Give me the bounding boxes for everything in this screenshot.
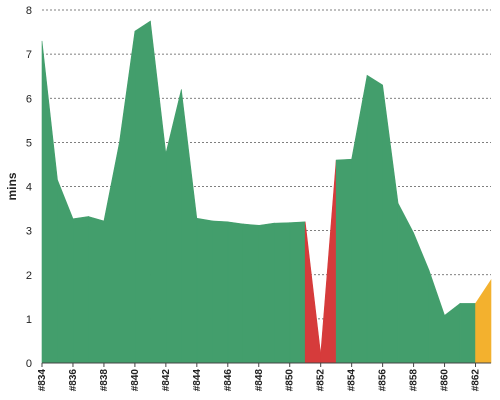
y-tick-label: 5	[26, 137, 32, 149]
area-segment-839[interactable]	[103, 142, 120, 364]
y-tick-label: 1	[26, 314, 32, 326]
y-tick-label: 0	[26, 358, 32, 370]
area-segment-849[interactable]	[258, 222, 275, 364]
area-segment-854[interactable]	[335, 158, 352, 364]
y-tick-label: 4	[26, 182, 32, 194]
area-segment-847[interactable]	[227, 221, 244, 364]
x-tick-label: #838	[99, 369, 110, 392]
area-segment-861[interactable]	[444, 302, 461, 364]
x-tick-label: #848	[254, 369, 265, 392]
x-tick-label: #842	[161, 369, 172, 392]
x-tick-label: #850	[285, 369, 296, 392]
x-tick-label: #860	[440, 369, 451, 392]
y-tick-label: 7	[26, 49, 32, 61]
area-segment-850[interactable]	[273, 222, 291, 364]
x-tick-label: #862	[471, 369, 482, 392]
area-segment-855[interactable]	[351, 75, 368, 364]
area-segment-840[interactable]	[119, 31, 136, 364]
area-segment-857[interactable]	[382, 84, 399, 364]
duration-area	[41, 20, 492, 364]
y-axis-title: mins	[5, 172, 19, 200]
area-segment-859[interactable]	[413, 232, 430, 364]
area-segment-856[interactable]	[366, 74, 383, 364]
area-segment-844[interactable]	[181, 89, 198, 364]
x-tick-label: #836	[68, 369, 79, 392]
x-tick-label: #856	[378, 369, 389, 392]
y-tick-label: 6	[26, 93, 32, 105]
x-tick-label: #846	[223, 369, 234, 392]
area-segment-846[interactable]	[212, 220, 229, 364]
y-tick-label: 8	[26, 5, 32, 17]
area-segment-843[interactable]	[165, 89, 182, 364]
area-segment-851[interactable]	[289, 221, 306, 364]
area-segment-838[interactable]	[88, 216, 105, 364]
y-tick-labels: 0 1 2 3 4 5 6 7 8	[26, 5, 32, 370]
area-segment-836[interactable]	[57, 179, 74, 364]
x-tick-label: #844	[192, 369, 203, 392]
area-segment-848[interactable]	[242, 223, 260, 364]
area-segment-853[interactable]	[320, 160, 337, 364]
x-tick-labels: #834 #836 #838 #840 #842 #844 #846 #848 #850 #852…	[37, 369, 482, 392]
area-segment-862[interactable]	[459, 303, 476, 364]
area-segment-841[interactable]	[134, 20, 151, 364]
x-tick-label: #834	[37, 369, 48, 392]
area-segment-837[interactable]	[72, 216, 89, 364]
axes	[41, 362, 491, 367]
area-segment-845[interactable]	[196, 217, 213, 364]
y-tick-label: 2	[26, 270, 32, 282]
area-segment-835[interactable]	[41, 40, 58, 364]
x-tick-label: #854	[347, 369, 358, 392]
area-segment-842[interactable]	[150, 20, 167, 364]
area-segment-858[interactable]	[397, 203, 414, 364]
x-tick-label: #840	[130, 369, 141, 392]
area-segment-860[interactable]	[428, 270, 445, 364]
x-tick-label: #858	[409, 369, 420, 392]
x-tick-label: #852	[316, 369, 327, 392]
y-tick-label: 3	[26, 226, 32, 238]
area-segment-852[interactable]	[304, 221, 321, 364]
area-segment-863[interactable]	[475, 279, 492, 364]
